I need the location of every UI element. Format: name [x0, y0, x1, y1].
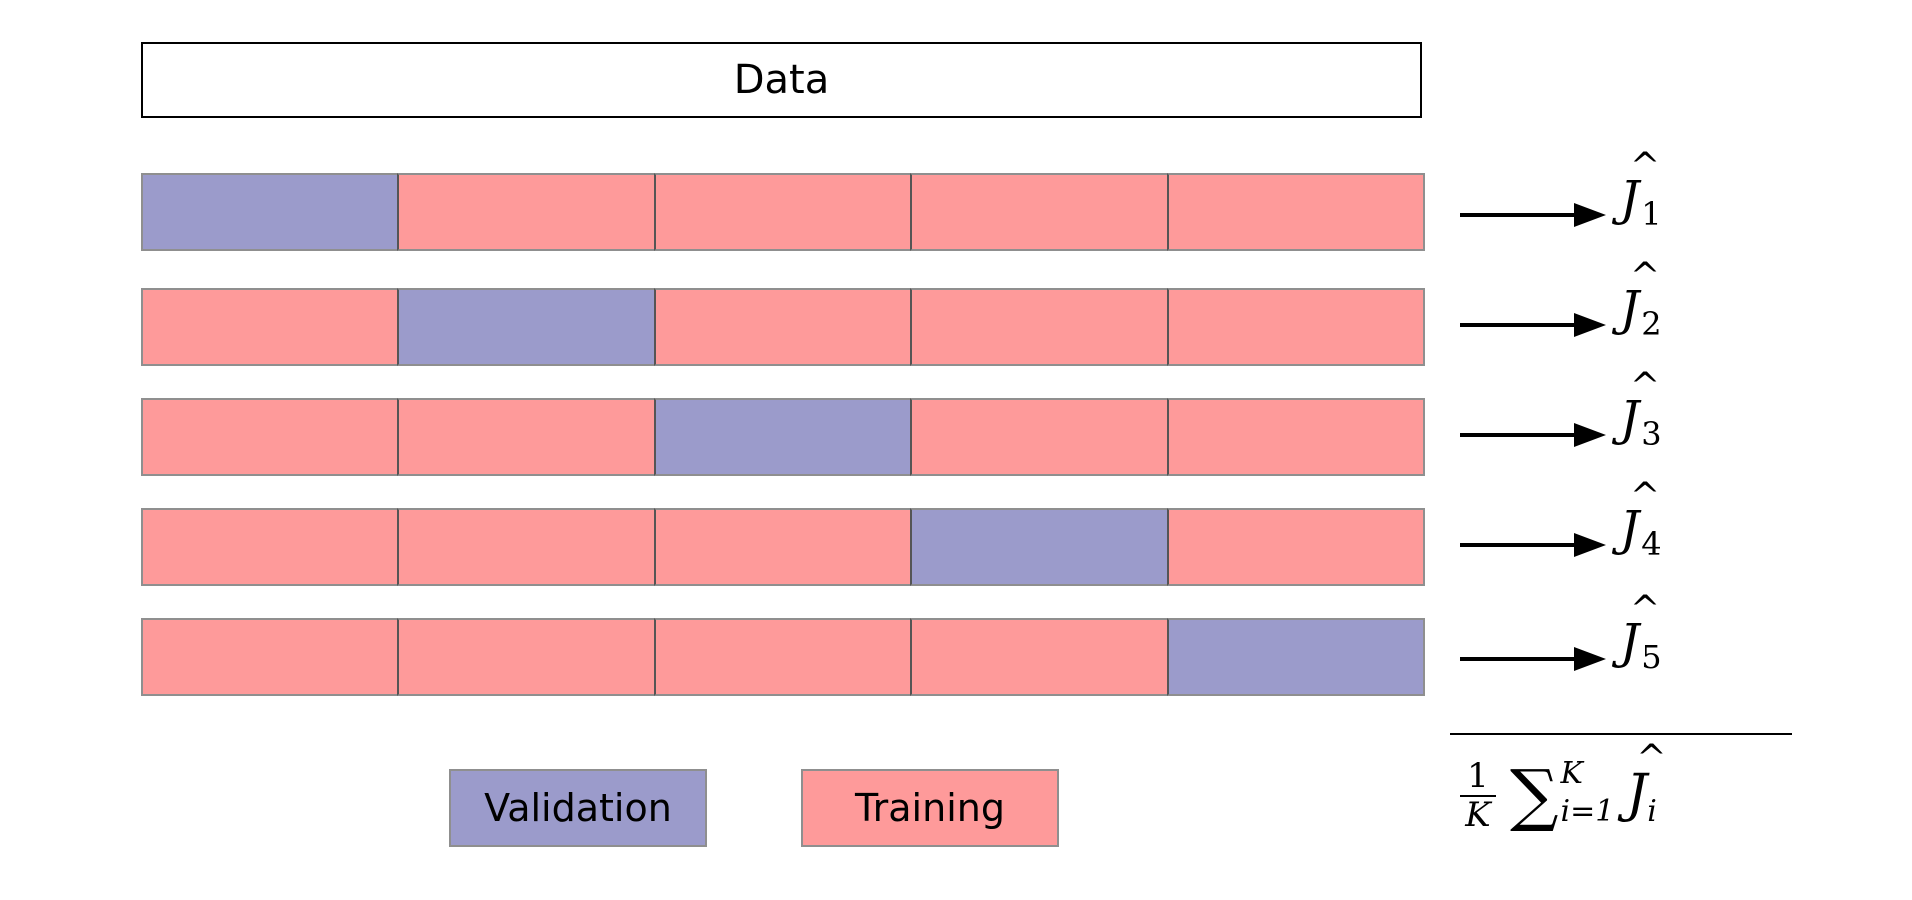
fraction-denominator: K [1465, 795, 1491, 835]
fold-row-4 [141, 508, 1426, 586]
fold-row-5 [141, 618, 1426, 696]
arrow-right-icon [1460, 533, 1606, 557]
arrow-right-icon [1460, 203, 1606, 227]
estimate-subscript: 2 [1641, 305, 1662, 343]
training-segment [141, 288, 398, 366]
fold-estimate-5: J5 [1620, 592, 1662, 676]
legend-validation-label: Validation [484, 786, 672, 830]
sum-limits: K i=1 [1560, 758, 1615, 829]
validation-segment [141, 173, 398, 251]
data-box: Data [141, 42, 1422, 118]
average-fraction: 1 K [1460, 755, 1496, 835]
estimate-subscript: 3 [1641, 415, 1662, 453]
average-divider-line [1450, 733, 1792, 735]
average-formula: 1 K ∑ K i=1 Ji [1460, 738, 1667, 844]
training-segment [653, 173, 911, 251]
training-segment [653, 508, 911, 586]
training-segment [397, 508, 654, 586]
estimate-symbol: J [1620, 369, 1661, 443]
training-segment [1166, 508, 1426, 586]
sum-lower-limit: i=1 [1560, 793, 1615, 829]
legend-training: Training [801, 769, 1059, 847]
training-segment [1166, 288, 1426, 366]
average-term-subscript: i [1647, 793, 1657, 829]
estimate-symbol: J [1620, 259, 1661, 333]
arrow-right-icon [1460, 423, 1606, 447]
validation-segment [910, 508, 1167, 586]
estimate-symbol: J [1620, 149, 1661, 223]
training-segment [141, 398, 398, 476]
estimate-subscript: 5 [1641, 638, 1662, 676]
fold-estimate-3: J3 [1620, 369, 1662, 453]
legend-validation: Validation [449, 769, 707, 847]
training-segment [397, 398, 654, 476]
training-segment [910, 618, 1167, 696]
validation-segment [653, 398, 911, 476]
legend-training-label: Training [855, 786, 1005, 830]
training-segment [653, 618, 911, 696]
arrow-right-icon [1460, 647, 1606, 671]
fold-estimate-2: J2 [1620, 259, 1662, 343]
estimate-subscript: 4 [1641, 525, 1662, 563]
training-segment [141, 618, 398, 696]
summation: ∑ K i=1 [1510, 756, 1615, 835]
training-segment [653, 288, 911, 366]
average-term-symbol: J [1626, 763, 1648, 824]
arrow-right-icon [1460, 313, 1606, 337]
average-term: Ji [1626, 738, 1667, 829]
sum-symbol: ∑ [1510, 756, 1559, 835]
validation-segment [397, 288, 654, 366]
training-segment [1166, 398, 1426, 476]
fold-estimate-4: J4 [1620, 479, 1662, 563]
sum-upper-limit: K [1560, 756, 1583, 791]
training-segment [910, 173, 1167, 251]
estimate-symbol: J [1620, 479, 1661, 553]
fold-row-3 [141, 398, 1426, 476]
fold-row-2 [141, 288, 1426, 366]
estimate-symbol: J [1620, 592, 1661, 666]
data-label: Data [733, 57, 830, 103]
training-segment [397, 173, 654, 251]
fold-row-1 [141, 173, 1426, 251]
training-segment [397, 618, 654, 696]
fraction-bar [1460, 795, 1496, 797]
training-segment [1166, 173, 1426, 251]
training-segment [910, 398, 1167, 476]
training-segment [141, 508, 398, 586]
estimate-subscript: 1 [1641, 195, 1662, 233]
training-segment [910, 288, 1167, 366]
fraction-numerator: 1 [1467, 755, 1489, 796]
fold-estimate-1: J1 [1620, 149, 1662, 233]
validation-segment [1166, 618, 1426, 696]
